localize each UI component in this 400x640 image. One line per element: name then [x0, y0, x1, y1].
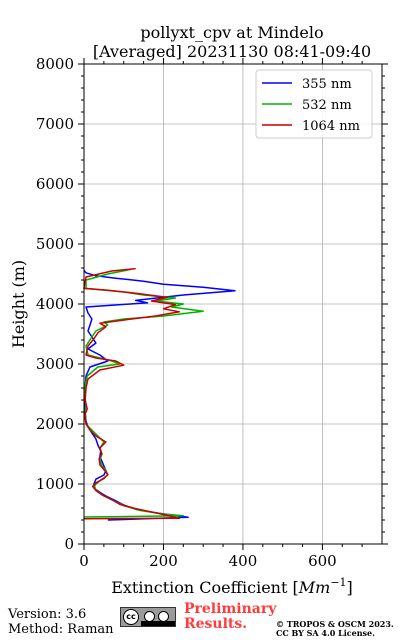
copyright-line-1: © TROPOS & OSCM 2023.: [276, 619, 394, 629]
x-tick-label: 200: [149, 552, 178, 570]
cc-by-sa-icon: cc: [120, 607, 176, 627]
axis-ticks: 0 200 400 600010002000300040005000600070008…: [36, 55, 388, 570]
chart-title: pollyxt_cpv at Mindelo: [140, 23, 323, 42]
series-line-1064nm: [83, 267, 181, 520]
preliminary-notice: Preliminary Results.: [184, 602, 276, 632]
x-tick-label: 400: [229, 552, 258, 570]
series-line-355nm: [83, 269, 236, 521]
y-tick-label: 8000: [36, 55, 74, 73]
y-tick-label: 7000: [36, 115, 74, 133]
legend-label-355: 355 nm: [302, 77, 352, 92]
data-series: [83, 267, 236, 521]
method-text: Method: Raman: [8, 622, 114, 637]
x-tick-label: 0: [79, 552, 89, 570]
y-tick-label: 0: [64, 535, 74, 553]
preliminary-line-1: Preliminary: [184, 601, 277, 617]
y-axis-label: Height (m): [9, 260, 28, 348]
version-text: Version: 3.6: [8, 607, 87, 622]
legend-label-1064: 1064 nm: [302, 119, 360, 134]
y-tick-label: 4000: [36, 295, 74, 313]
y-tick-label: 5000: [36, 235, 74, 253]
cc-icon: cc: [123, 609, 139, 625]
series-line-532nm: [83, 268, 204, 518]
chart-subtitle: [Averaged] 20231130 08:41-09:40: [93, 42, 371, 61]
copyright-line-2: CC BY SA 4.0 License.: [276, 628, 375, 638]
y-tick-label: 3000: [36, 355, 74, 373]
legend: 355 nm 532 nm 1064 nm: [255, 69, 373, 139]
y-tick-label: 6000: [36, 175, 74, 193]
license-strip: [141, 621, 175, 626]
copyright-notice: © TROPOS & OSCM 2023. CC BY SA 4.0 Licen…: [276, 620, 394, 638]
x-tick-label: 600: [308, 552, 337, 570]
y-tick-label: 1000: [36, 475, 74, 493]
x-axis-label: Extinction Coefficient [Mm−1]: [111, 576, 353, 597]
preliminary-line-2: Results.: [184, 616, 248, 632]
y-tick-label: 2000: [36, 415, 74, 433]
legend-label-532: 532 nm: [302, 98, 352, 113]
legend-box: [255, 69, 373, 139]
